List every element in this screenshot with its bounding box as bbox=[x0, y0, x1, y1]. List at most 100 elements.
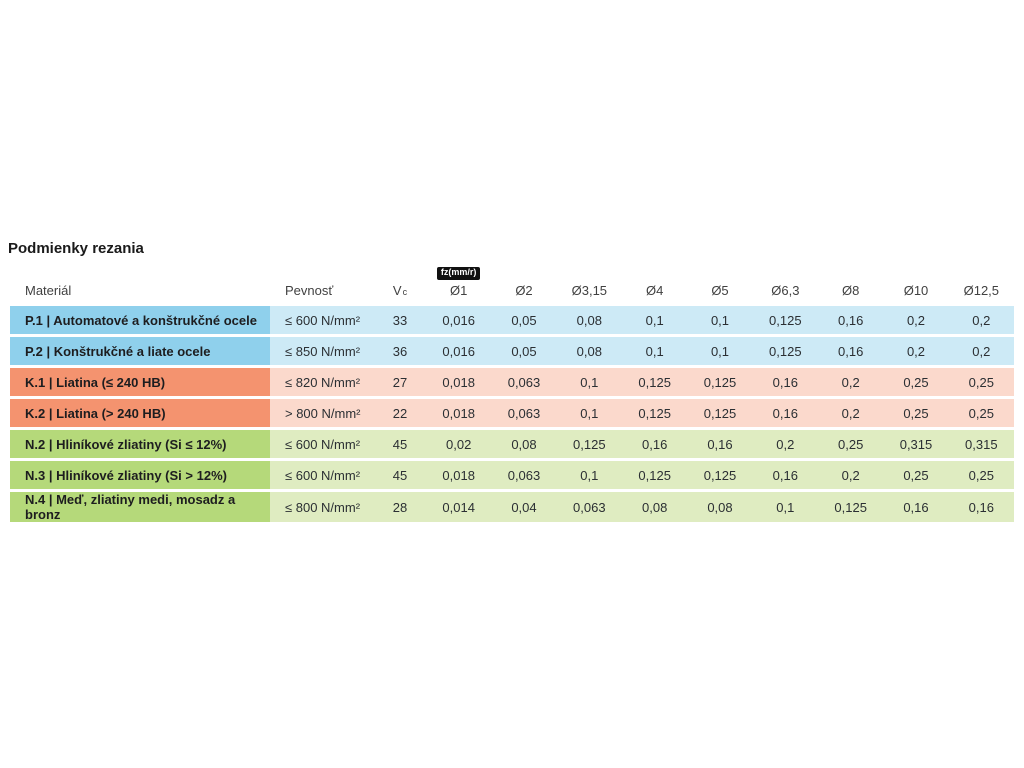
fz-cell: 0,16 bbox=[622, 430, 688, 458]
fz-cell: 0,2 bbox=[818, 368, 884, 396]
fz-cell: 0,16 bbox=[687, 430, 753, 458]
vc-cell: 28 bbox=[374, 492, 426, 522]
fz-cell: 0,05 bbox=[491, 306, 557, 334]
material-cell: N.4 | Meď, zliatiny medi, mosadz a bronz bbox=[10, 492, 270, 522]
fz-cell: 0,315 bbox=[883, 430, 949, 458]
fz-cell: 0,063 bbox=[491, 368, 557, 396]
vc-subscript: c bbox=[402, 287, 408, 297]
fz-cell: 0,2 bbox=[818, 399, 884, 427]
diameter-label: Ø2 bbox=[515, 283, 533, 298]
fz-cell: 0,125 bbox=[622, 368, 688, 396]
fz-cell: 0,125 bbox=[556, 430, 622, 458]
fz-cell: 0,04 bbox=[491, 492, 557, 522]
fz-cell: 0,063 bbox=[491, 399, 557, 427]
diameter-label: Ø6,3 bbox=[771, 283, 800, 298]
fz-cell: 0,08 bbox=[622, 492, 688, 522]
vc-cell: 36 bbox=[374, 337, 426, 365]
table-row-n2: N.2 | Hliníkové zliatiny (Si ≤ 12%) ≤ 60… bbox=[10, 430, 1014, 458]
fz-cell: 0,2 bbox=[948, 306, 1014, 334]
strength-cell: > 800 N/mm² bbox=[270, 399, 374, 427]
col-header-d9: Ø12,5 bbox=[949, 265, 1014, 306]
table-row-n4: N.4 | Meď, zliatiny medi, mosadz a bronz… bbox=[10, 492, 1014, 522]
fz-cell: 0,125 bbox=[687, 461, 753, 489]
table-row-n3: N.3 | Hliníkové zliatiny (Si > 12%) ≤ 60… bbox=[10, 461, 1014, 489]
diameter-label: Ø4 bbox=[645, 283, 664, 298]
fz-cell: 0,25 bbox=[948, 461, 1014, 489]
fz-cell: 0,25 bbox=[883, 461, 949, 489]
fz-unit-badge: fz(mm/r) bbox=[436, 267, 481, 280]
fz-cell: 0,25 bbox=[818, 430, 884, 458]
fz-cell: 0,16 bbox=[752, 461, 818, 489]
fz-cell: 0,16 bbox=[752, 368, 818, 396]
page-title: Podmienky rezania bbox=[8, 240, 144, 257]
vc-cell: 45 bbox=[374, 430, 426, 458]
fz-cell: 0,1 bbox=[556, 368, 622, 396]
table-row-p1: P.1 | Automatové a konštrukčné ocele ≤ 6… bbox=[10, 306, 1014, 334]
col-header-material: Materiál bbox=[25, 283, 72, 298]
fz-cell: 0,25 bbox=[883, 399, 949, 427]
strength-cell: ≤ 850 N/mm² bbox=[270, 337, 374, 365]
vc-cell: 27 bbox=[374, 368, 426, 396]
fz-cell: 0,16 bbox=[948, 492, 1014, 522]
diameter-label: Ø12,5 bbox=[963, 283, 1000, 298]
strength-cell: ≤ 800 N/mm² bbox=[270, 492, 374, 522]
fz-cell: 0,25 bbox=[948, 368, 1014, 396]
fz-cell: 0,02 bbox=[426, 430, 492, 458]
fz-cell: 0,018 bbox=[426, 368, 492, 396]
strength-cell: ≤ 820 N/mm² bbox=[270, 368, 374, 396]
fz-cell: 0,016 bbox=[426, 337, 492, 365]
material-cell: P.1 | Automatové a konštrukčné ocele bbox=[10, 306, 270, 334]
fz-cell: 0,2 bbox=[883, 337, 949, 365]
fz-cell: 0,125 bbox=[687, 399, 753, 427]
table-row-p2: P.2 | Konštrukčné a liate ocele ≤ 850 N/… bbox=[10, 337, 1014, 365]
fz-cell: 0,315 bbox=[948, 430, 1014, 458]
fz-cell: 0,16 bbox=[818, 306, 884, 334]
fz-cell: 0,2 bbox=[948, 337, 1014, 365]
fz-cell: 0,16 bbox=[752, 399, 818, 427]
fz-cell: 0,16 bbox=[883, 492, 949, 522]
col-header-d5: Ø5 bbox=[687, 265, 752, 306]
fz-cell: 0,1 bbox=[556, 399, 622, 427]
material-cell: N.2 | Hliníkové zliatiny (Si ≤ 12%) bbox=[10, 430, 270, 458]
fz-cell: 0,08 bbox=[556, 337, 622, 365]
strength-cell: ≤ 600 N/mm² bbox=[270, 430, 374, 458]
fz-cell: 0,1 bbox=[622, 306, 688, 334]
fz-cell: 0,018 bbox=[426, 461, 492, 489]
fz-cell: 0,125 bbox=[622, 399, 688, 427]
diameter-label: Ø1 bbox=[449, 283, 468, 298]
diameter-label: Ø10 bbox=[903, 283, 929, 298]
fz-cell: 0,1 bbox=[687, 306, 753, 334]
fz-cell: 0,08 bbox=[687, 492, 753, 522]
diameter-label: Ø8 bbox=[841, 283, 860, 298]
vc-cell: 22 bbox=[374, 399, 426, 427]
fz-cell: 0,125 bbox=[818, 492, 884, 522]
col-header-d6: Ø6,3 bbox=[753, 265, 818, 306]
col-header-d8: Ø10 bbox=[883, 265, 948, 306]
vc-cell: 45 bbox=[374, 461, 426, 489]
fz-cell: 0,08 bbox=[491, 430, 557, 458]
fz-cell: 0,2 bbox=[752, 430, 818, 458]
col-header-d7: Ø8 bbox=[818, 265, 883, 306]
col-header-d1: fz(mm/r) Ø1 bbox=[426, 265, 491, 306]
fz-cell: 0,1 bbox=[556, 461, 622, 489]
material-cell: P.2 | Konštrukčné a liate ocele bbox=[10, 337, 270, 365]
fz-cell: 0,05 bbox=[491, 337, 557, 365]
fz-cell: 0,2 bbox=[883, 306, 949, 334]
fz-cell: 0,25 bbox=[948, 399, 1014, 427]
material-cell: K.1 | Liatina (≤ 240 HB) bbox=[10, 368, 270, 396]
fz-cell: 0,125 bbox=[687, 368, 753, 396]
fz-cell: 0,16 bbox=[818, 337, 884, 365]
diameter-label: Ø5 bbox=[711, 283, 729, 298]
col-header-d2: Ø2 bbox=[491, 265, 556, 306]
material-cell: K.2 | Liatina (> 240 HB) bbox=[10, 399, 270, 427]
col-header-strength: Pevnosť bbox=[285, 283, 334, 298]
fz-cell: 0,08 bbox=[556, 306, 622, 334]
col-header-d4: Ø4 bbox=[622, 265, 687, 306]
fz-cell: 0,1 bbox=[752, 492, 818, 522]
table-row-k1: K.1 | Liatina (≤ 240 HB) ≤ 820 N/mm² 27 … bbox=[10, 368, 1014, 396]
fz-cell: 0,125 bbox=[752, 337, 818, 365]
